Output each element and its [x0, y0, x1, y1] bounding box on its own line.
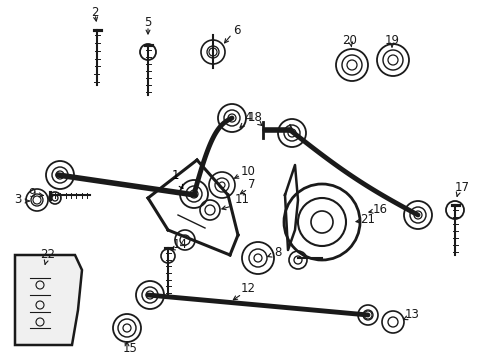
Text: 16: 16 [372, 203, 386, 216]
Text: 11: 11 [234, 193, 249, 207]
Text: 7: 7 [248, 179, 255, 192]
Text: 1: 1 [171, 170, 183, 189]
Text: 20: 20 [342, 33, 357, 46]
Text: 12: 12 [240, 282, 255, 294]
Text: 10: 10 [240, 166, 255, 179]
Text: 15: 15 [122, 342, 137, 355]
Text: 9: 9 [28, 188, 36, 201]
Text: 22: 22 [41, 248, 55, 261]
Text: 13: 13 [404, 309, 419, 321]
Polygon shape [15, 255, 82, 345]
Text: 14: 14 [172, 238, 187, 252]
Text: 3: 3 [14, 193, 21, 207]
Text: 17: 17 [453, 181, 468, 194]
Text: 4: 4 [244, 112, 251, 125]
Text: 5: 5 [144, 15, 151, 28]
Text: 6: 6 [233, 23, 240, 36]
Text: 8: 8 [274, 247, 281, 260]
Text: 21: 21 [360, 213, 375, 226]
Text: 2: 2 [91, 5, 99, 18]
Text: 19: 19 [384, 33, 399, 46]
Text: 18: 18 [247, 112, 262, 125]
